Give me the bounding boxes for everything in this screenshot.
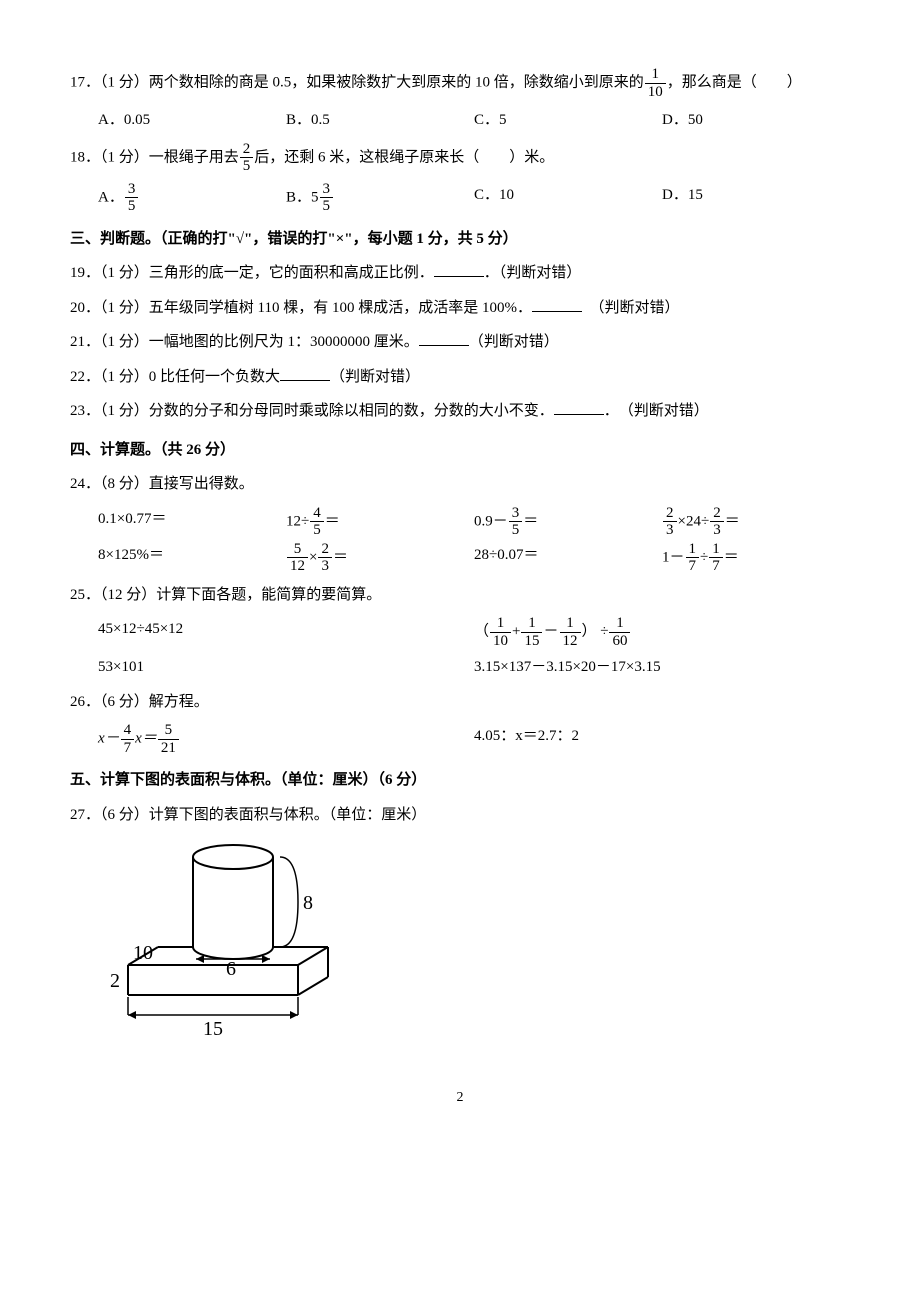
question-24-stem: 24．（8 分）直接写出得数。 [70, 470, 850, 499]
label-6: 6 [226, 958, 236, 980]
question-19: 19．（1 分）三角形的底一定，它的面积和高成正比例．．（判断对错） [70, 259, 850, 288]
question-22: 22．（1 分）0 比任何一个负数大（判断对错） [70, 363, 850, 392]
question-25-stem: 25．（12 分）计算下面各题，能简算的要简算。 [70, 581, 850, 610]
label-15: 15 [203, 1018, 223, 1040]
figure-27: 8 6 10 2 15 [98, 835, 358, 1045]
q25-row1: 45×12÷45×12 （110+115－112） ÷160 [98, 615, 850, 649]
blank [419, 330, 469, 346]
fraction: 25 [240, 141, 254, 175]
question-18: 18．（1 分）一根绳子用去25后，还剩 6 米，这根绳子原来长（ ）米。 [70, 141, 850, 175]
blank [532, 296, 582, 312]
option-a: A．35 [98, 181, 286, 215]
blank [554, 399, 604, 415]
q17-stem-a: 17．（1 分）两个数相除的商是 0.5，如果被除数扩大到原来的 10 倍，除数… [70, 74, 644, 90]
label-2: 2 [110, 970, 120, 992]
question-17: 17．（1 分）两个数相除的商是 0.5，如果被除数扩大到原来的 10 倍，除数… [70, 66, 850, 100]
q25-row2: 53×101 3.15×137－3.15×20－17×3.15 [98, 653, 850, 682]
option-b: B．0.5 [286, 106, 474, 135]
question-27-stem: 27．（6 分）计算下图的表面积与体积。（单位：厘米） [70, 801, 850, 830]
q24-row1: 0.1×0.77＝ 12÷45＝ 0.9－35＝ 23×24÷23＝ [98, 505, 850, 539]
label-8: 8 [303, 892, 313, 914]
option-c: C．10 [474, 181, 662, 215]
question-23: 23．（1 分）分数的分子和分母同时乘或除以相同的数，分数的大小不变．． （判断… [70, 397, 850, 426]
question-21: 21．（1 分）一幅地图的比例尺为 1：30000000 厘米。（判断对错） [70, 328, 850, 357]
blank [434, 261, 484, 277]
q17-stem-b: ，那么商是（ ） [667, 74, 802, 90]
question-20: 20．（1 分）五年级同学植树 110 棵，有 100 棵成活，成活率是 100… [70, 294, 850, 323]
section-3-heading: 三、判断题。（正确的打"√"，错误的打"×"，每小题 1 分，共 5 分） [70, 225, 850, 254]
question-26-stem: 26．（6 分）解方程。 [70, 688, 850, 717]
section-5-heading: 五、计算下图的表面积与体积。（单位：厘米）（6 分） [70, 766, 850, 795]
q18-options: A．35 B．535 C．10 D．15 [98, 181, 850, 215]
section-4-heading: 四、计算题。（共 26 分） [70, 436, 850, 465]
q26-row: x－47x＝521 4.05：x＝2.7：2 [98, 722, 850, 756]
option-b: B．535 [286, 181, 474, 215]
label-10: 10 [133, 942, 153, 964]
option-d: D．15 [662, 181, 850, 215]
option-c: C．5 [474, 106, 662, 135]
option-a: A．0.05 [98, 106, 286, 135]
fraction: 110 [645, 66, 666, 100]
q17-options: A．0.05 B．0.5 C．5 D．50 [98, 106, 850, 135]
option-d: D．50 [662, 106, 850, 135]
page-number: 2 [70, 1085, 850, 1112]
blank [280, 365, 330, 381]
q24-row2: 8×125%＝ 512×23＝ 28÷0.07＝ 1－17÷17＝ [98, 541, 850, 575]
